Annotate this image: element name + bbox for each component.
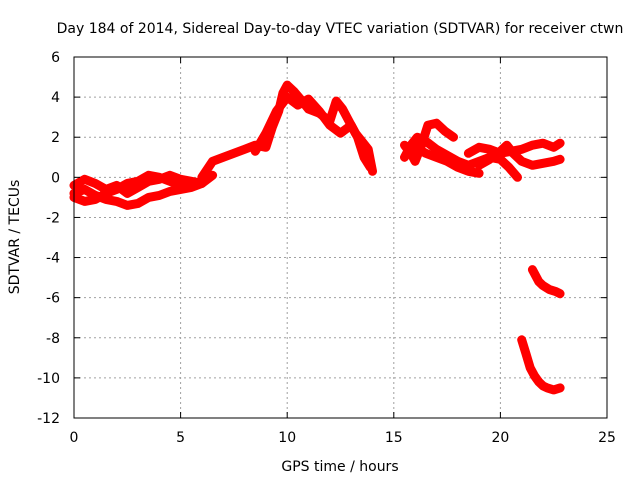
x-tick-label: 10 (278, 430, 296, 446)
y-axis-label: SDTVAR / TECUs (7, 180, 23, 295)
series-seg-j (474, 140, 565, 170)
x-tick-label: 20 (491, 430, 509, 446)
y-tick-label: 0 (51, 170, 60, 186)
x-tick-label: 0 (70, 430, 79, 446)
y-tick-label: -2 (46, 210, 60, 226)
chart-title: Day 184 of 2014, Sidereal Day-to-day VTE… (57, 21, 624, 37)
series-seg-e (250, 92, 375, 172)
x-axis-label: GPS time / hours (281, 459, 398, 475)
series-seg-g (400, 132, 522, 182)
x-tick-labels: 0 5 10 15 20 25 (70, 430, 616, 446)
series-seg-h (410, 142, 484, 178)
y-tick-label: -10 (37, 371, 60, 387)
series-seg-k (527, 265, 565, 299)
y-tick-label: -8 (46, 331, 60, 347)
x-tick-label: 15 (385, 430, 403, 446)
series-seg-f (400, 118, 458, 166)
y-tick-label: -6 (46, 291, 60, 307)
y-tick-labels: 6 4 2 0 -2 -4 -6 -8 -10 -12 (37, 50, 60, 427)
x-tick-label: 25 (598, 430, 616, 446)
y-tick-label: -12 (37, 411, 60, 427)
axis-ticks (73, 56, 608, 419)
y-tick-label: 2 (51, 130, 60, 146)
y-tick-label: 6 (51, 50, 60, 66)
plot-frame (73, 56, 608, 419)
y-tick-label: 4 (51, 90, 60, 106)
data-traces (69, 80, 565, 395)
series-seg-l (517, 335, 565, 395)
x-tick-label: 5 (176, 430, 185, 446)
series-seg-c (69, 170, 196, 206)
y-tick-label: -4 (46, 251, 60, 267)
